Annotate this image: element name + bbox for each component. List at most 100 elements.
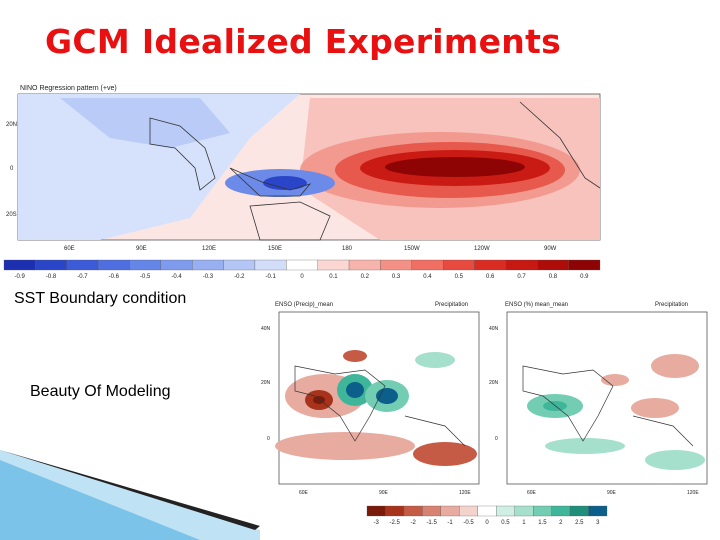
sst-regression-map: NINO Regression pattern (+ve) 20N 0 20S … xyxy=(3,85,601,278)
right-lon-label: 120E xyxy=(687,490,699,496)
cold-pool-core xyxy=(263,176,307,190)
colorbar-tick-label: -2.5 xyxy=(390,520,401,526)
left-lat-label: 40N xyxy=(261,326,271,332)
colorbar-tick-label: -1 xyxy=(447,520,453,526)
right-blob xyxy=(545,438,625,454)
bottom-colorbar: -3 -2.5 -2 -1.5 -1 -0.5 0 0.5 1 1.5 2 2.5 3 xyxy=(366,505,608,526)
right-lon-label: 60E xyxy=(527,490,537,496)
colorbar-swatch xyxy=(568,259,601,271)
coastline-maritime xyxy=(229,167,312,197)
lon-label: 120W xyxy=(474,246,490,252)
colorbar-tick-label: 1.5 xyxy=(538,520,547,526)
colorbar-swatch xyxy=(403,505,423,517)
right-blob xyxy=(645,450,705,470)
colorbar-swatch xyxy=(66,259,99,271)
warm-tongue-peak xyxy=(385,157,525,177)
right-map-right-title: Precipitation xyxy=(655,302,688,308)
colorbar-tick-label: -0.3 xyxy=(203,274,214,278)
lon-label: 180 xyxy=(342,246,353,252)
lon-label: 120E xyxy=(202,246,216,252)
colorbar-swatch xyxy=(505,259,538,271)
left-lon-label: 120E xyxy=(459,490,471,496)
colorbar-tick-label: -0.6 xyxy=(109,274,120,278)
colorbar-swatch xyxy=(440,505,460,517)
colorbar-tick-label: 0.5 xyxy=(501,520,510,526)
lon-label: 150E xyxy=(268,246,282,252)
colorbar-swatch xyxy=(192,259,224,271)
colorbar-tick-label: 2.5 xyxy=(575,520,584,526)
caption-sst-boundary: SST Boundary condition xyxy=(14,290,187,307)
colorbar-tick-label: 0 xyxy=(485,520,489,526)
colorbar-tick-label: -0.5 xyxy=(140,274,151,278)
west-cool-region xyxy=(18,94,300,240)
colorbar-swatch xyxy=(254,259,287,271)
top-map-title: NINO Regression pattern (+ve) xyxy=(20,85,117,92)
left-blob xyxy=(376,388,398,404)
colorbar-swatch xyxy=(569,505,589,517)
colorbar-tick-label: 0.4 xyxy=(423,274,432,278)
colorbar-swatch xyxy=(533,505,552,517)
colorbar-swatch xyxy=(366,505,386,517)
colorbar-swatch xyxy=(514,505,534,517)
colorbar-swatch xyxy=(223,259,256,271)
lat-label: 20S xyxy=(6,212,17,218)
right-lon-label: 90E xyxy=(607,490,617,496)
colorbar-swatch xyxy=(3,259,36,271)
colorbar-tick-label: 0.1 xyxy=(329,274,338,278)
colorbar-tick-label: -0.8 xyxy=(46,274,57,278)
coastline-americas xyxy=(519,101,601,189)
colorbar-swatch xyxy=(286,259,318,271)
left-blob xyxy=(275,432,415,460)
colorbar-swatch xyxy=(380,259,412,271)
left-map-title: ENSO (Precip)_mean xyxy=(275,302,333,308)
colorbar-swatch xyxy=(477,505,497,517)
precip-maps: ENSO (Precip)_mean Precipitation 40N 20N… xyxy=(261,302,708,526)
coastline-australia xyxy=(249,201,331,241)
lon-label: 60E xyxy=(64,246,75,252)
colorbar-swatch xyxy=(35,259,67,271)
right-lat-label: 20N xyxy=(489,380,499,386)
right-lat-label: 0 xyxy=(495,436,498,442)
colorbar-tick-label: -3 xyxy=(374,520,380,526)
colorbar-tick-label: 0 xyxy=(300,274,304,278)
colorbar-swatch xyxy=(129,259,161,271)
colorbar-swatch xyxy=(97,259,130,271)
colorbar-tick-label: 0.7 xyxy=(517,274,526,278)
left-blob xyxy=(343,350,367,362)
colorbar-tick-label: -0.2 xyxy=(234,274,245,278)
colorbar-tick-label: -1.5 xyxy=(426,520,437,526)
lat-label: 20N xyxy=(6,122,17,128)
colorbar-tick-label: 2 xyxy=(559,520,563,526)
colorbar-swatch xyxy=(443,259,475,271)
colorbar-tick-label: -0.4 xyxy=(171,274,182,278)
right-blob xyxy=(631,398,679,418)
colorbar-swatch xyxy=(348,259,381,271)
colorbar-tick-label: 0.6 xyxy=(486,274,495,278)
swoosh-mid xyxy=(0,460,200,540)
right-blob xyxy=(651,354,699,378)
left-lon-label: 90E xyxy=(379,490,389,496)
colorbar-tick-label: 0.3 xyxy=(392,274,401,278)
colorbar-swatch xyxy=(588,505,608,517)
left-map-right-title: Precipitation xyxy=(435,302,468,308)
colorbar-swatch xyxy=(411,259,444,271)
top-colorbar: -0.9 -0.8 -0.7 -0.6 -0.5 -0.4 -0.3 -0.2 -0.1 0 0.1… xyxy=(3,259,601,278)
left-coastline xyxy=(404,415,466,447)
colorbar-swatch xyxy=(385,505,405,517)
left-lat-label: 20N xyxy=(261,380,271,386)
lon-label: 90W xyxy=(544,246,557,252)
right-coastline xyxy=(522,365,614,442)
lon-label: 90E xyxy=(136,246,147,252)
colorbar-swatch xyxy=(459,505,478,517)
coastline-asia xyxy=(149,117,216,191)
colorbar-tick-label: -0.9 xyxy=(15,274,26,278)
colorbar-tick-label: 3 xyxy=(596,520,600,526)
slide-title: GCM Idealized Experiments xyxy=(45,22,562,61)
right-blob xyxy=(601,374,629,386)
colorbar-tick-label: -0.5 xyxy=(463,520,474,526)
colorbar-swatch xyxy=(160,259,193,271)
right-lat-label: 40N xyxy=(489,326,499,332)
lat-label: 0 xyxy=(10,166,14,172)
swoosh-dark xyxy=(0,450,260,530)
colorbar-swatch xyxy=(422,505,441,517)
